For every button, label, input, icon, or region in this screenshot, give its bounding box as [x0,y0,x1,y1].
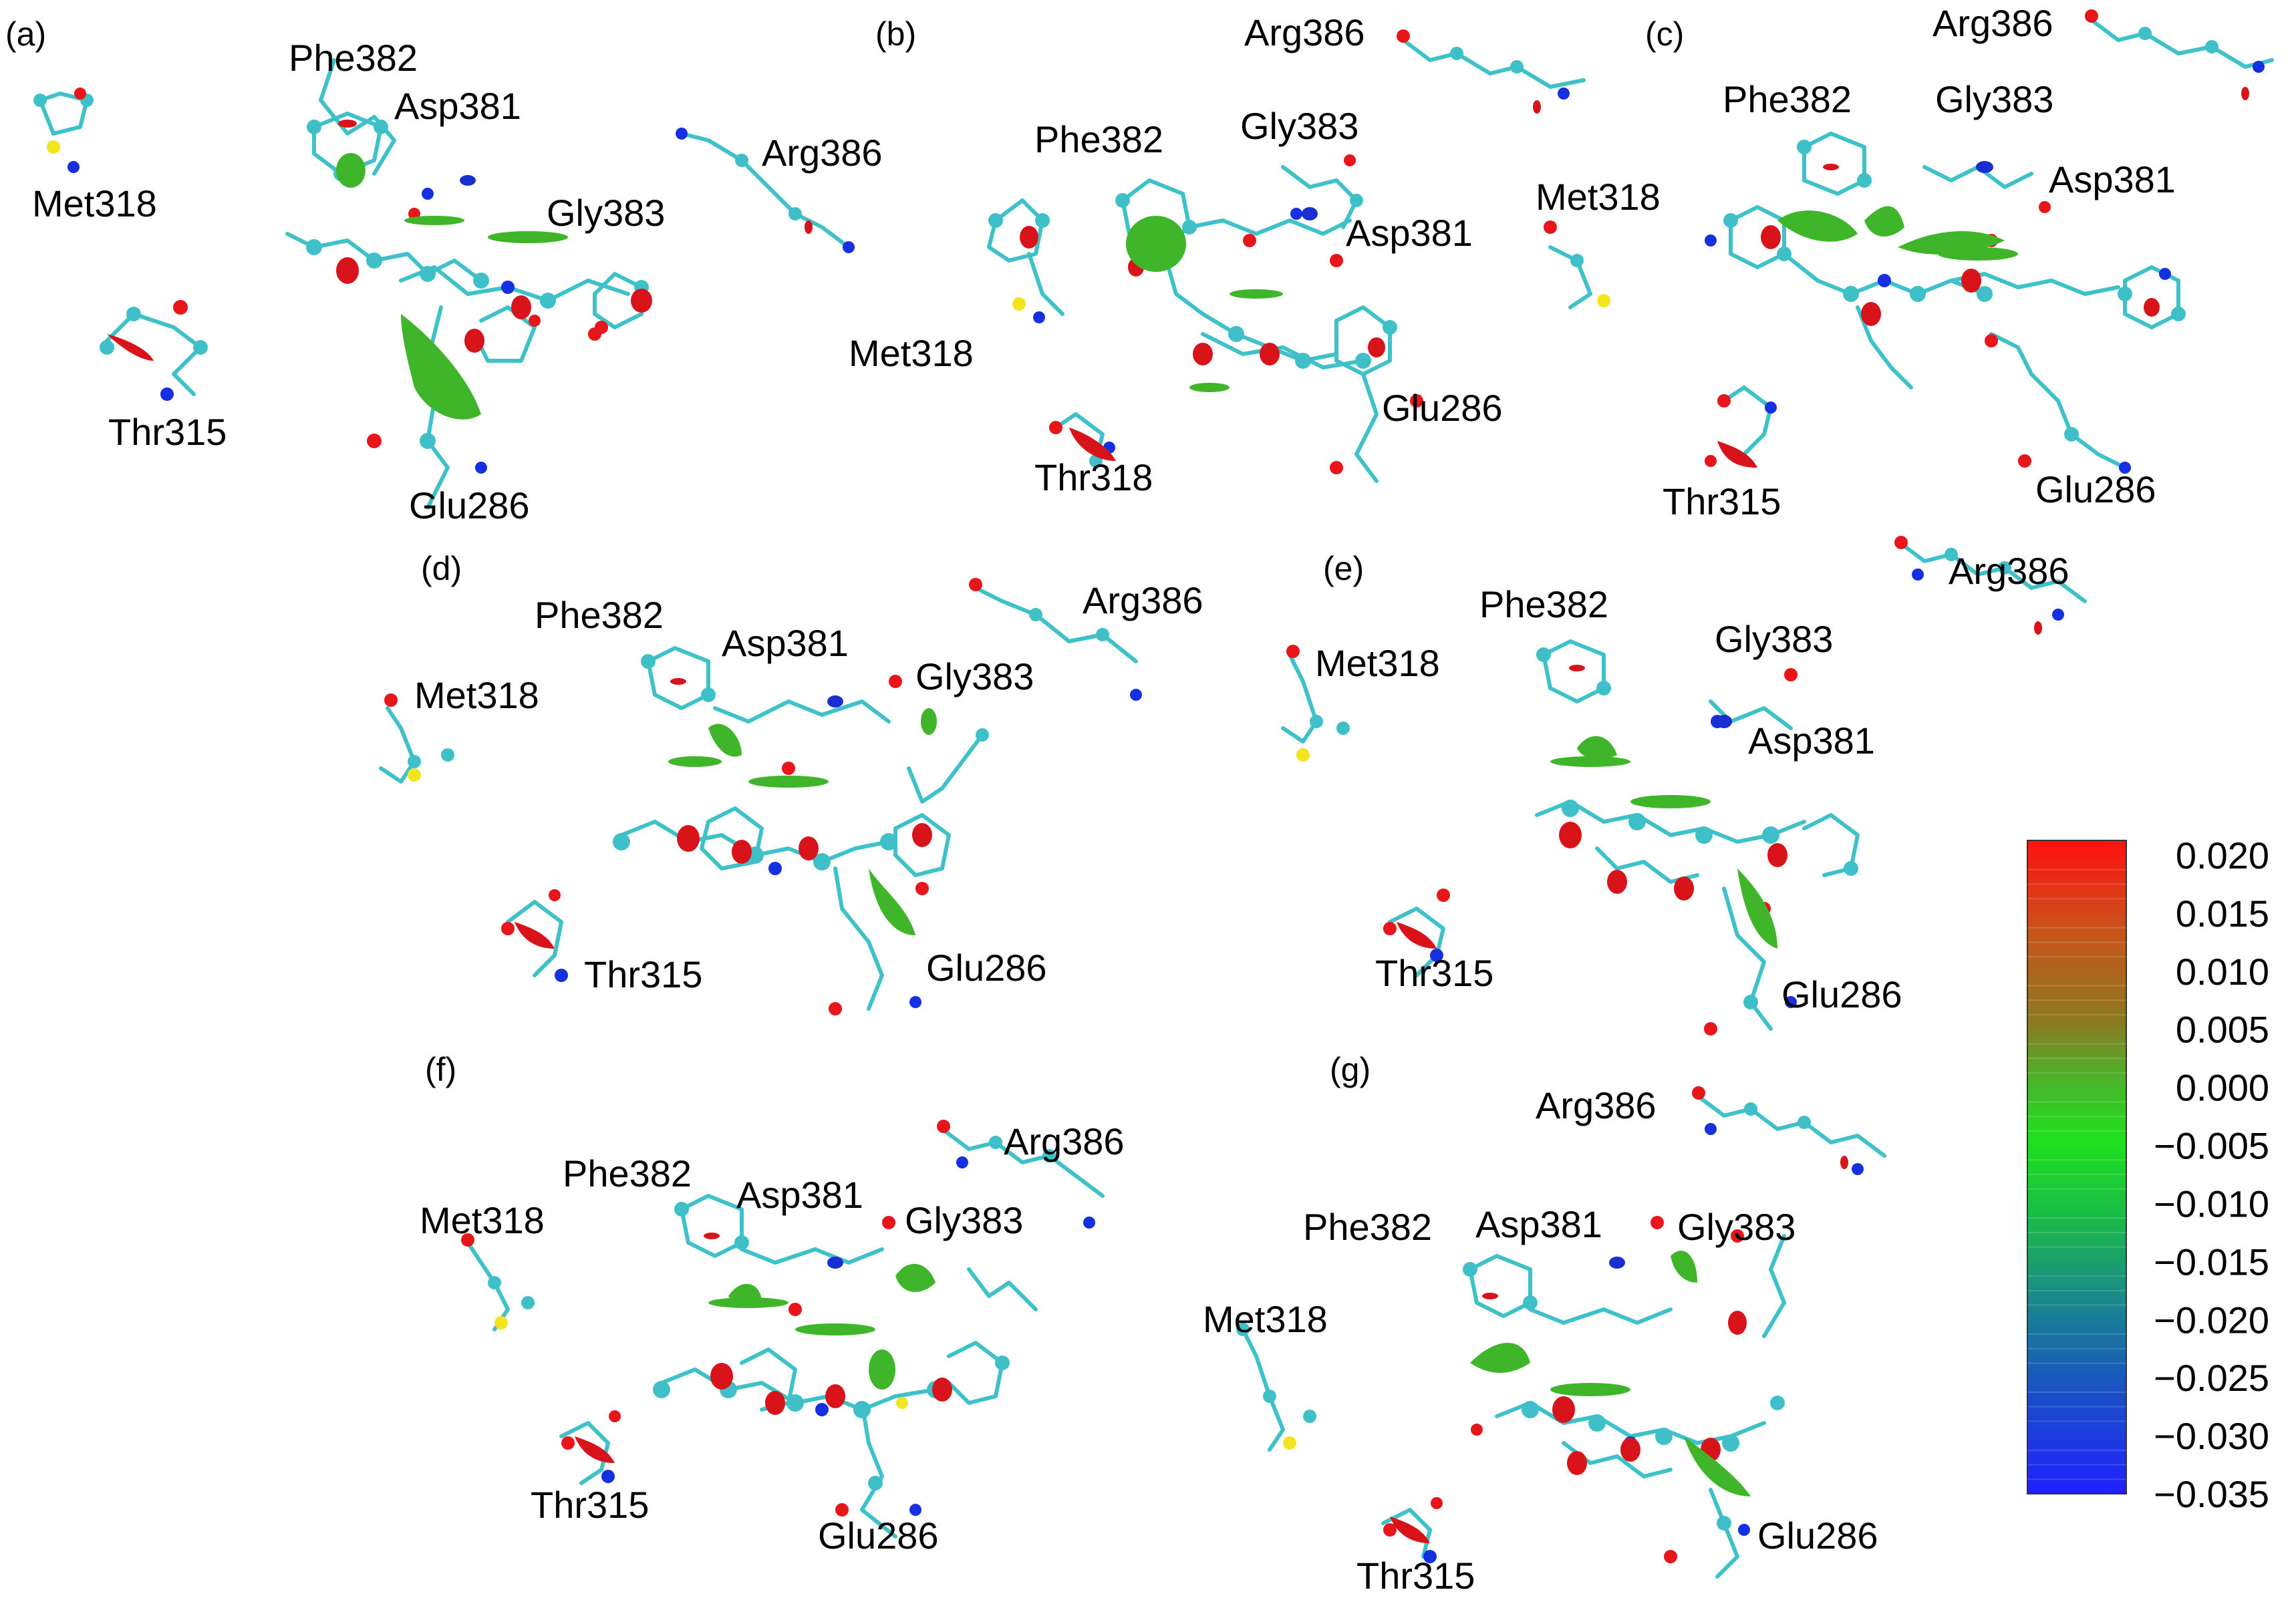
atoms [988,29,1570,474]
panel-tag: (e) [1323,550,1364,587]
residue-label: Thr315 [1663,480,1781,522]
atoms [33,88,855,474]
interaction-surfaces [515,678,937,949]
residue-label: Met318 [32,182,157,224]
colorbar-tick-label: −0.005 [2154,1125,2269,1167]
residue-label: Met318 [414,674,539,716]
residue-label: Arg386 [1004,1120,1125,1162]
colorbar-ticks: 0.020 0.015 0.010 0.005 0.000 −0.005 −0.010 −0.… [2027,834,2269,1515]
residue-label: Glu286 [818,1514,939,1557]
residue-label: Arg386 [1536,1084,1657,1126]
residue-label: Gly383 [547,192,665,234]
colorbar-gradient [2027,840,2127,1494]
residue-label: Gly383 [1677,1206,1796,1248]
colorbar-tick-label: 0.015 [2176,893,2269,935]
residue-label: Phe382 [1303,1206,1432,1248]
residue-label: Phe382 [1479,583,1608,625]
residue-label: Glu286 [1781,973,1902,1015]
residue-label: Glu286 [2035,468,2156,510]
residue-label: Thr315 [108,411,227,453]
residue-label: Arg386 [1932,2,2053,44]
panel-g: (g) [1203,1051,1886,1597]
residue-label: Arg386 [762,132,883,174]
residue-label: Arg386 [1949,550,2069,592]
colorbar-tick-label: −0.020 [2154,1299,2269,1341]
residue-label: Thr315 [584,953,702,995]
panel-d: (d) [379,550,1203,1015]
residue-label: Glu286 [409,484,530,526]
residue-label: Asp381 [1748,720,1875,762]
residue-label: Phe382 [1723,78,1852,120]
residue-label: Thr315 [1356,1555,1475,1597]
atoms [461,1120,1095,1516]
panel-tag: (d) [421,550,462,587]
residue-label: Met318 [1315,642,1440,684]
residue-label: Gly383 [905,1199,1023,1241]
residue-label: Thr315 [1375,952,1493,994]
panel-tag: (a) [5,15,46,53]
colorbar-tick-label: −0.030 [2154,1415,2269,1457]
interaction-surfaces [575,1233,952,1463]
residue-label: Asp381 [736,1174,863,1216]
residue-label: Arg386 [1244,11,1365,53]
colorbar-tick-label: 0.005 [2176,1009,2269,1051]
residue-label: Met318 [1536,176,1661,218]
residue-label: Met318 [1203,1298,1328,1340]
atoms [1544,9,2265,474]
atoms [1286,536,2064,1035]
residue-label: Met318 [849,332,974,374]
residue-label: Asp381 [1346,212,1473,254]
interaction-surfaces [1397,621,2042,949]
residue-label: Arg386 [1083,579,1203,621]
colorbar: 0.020 0.015 0.010 0.005 0.000 −0.005 −0.010 −0.… [2027,834,2269,1515]
panel-tag: (b) [875,15,916,53]
panel-tag: (g) [1330,1051,1371,1088]
colorbar-tick-label: −0.010 [2154,1182,2269,1225]
residue-label: Phe382 [1034,118,1163,160]
residue-label: Phe382 [289,37,418,79]
residue-label: Phe382 [535,594,664,636]
residue-label: Asp381 [722,622,849,664]
panel-e: (e) [1281,536,2087,1035]
residue-label: Asp381 [394,85,521,127]
interaction-surfaces [1717,87,2249,468]
colorbar-tick-label: −0.015 [2154,1241,2269,1283]
colorbar-tick-label: 0.010 [2176,951,2269,993]
molecule-sticks [379,586,1138,1011]
residue-label: Met318 [420,1199,545,1241]
panel-b: (b) [849,11,1586,498]
panel-tag: (f) [425,1051,456,1088]
residue-label: Gly383 [1935,78,2053,120]
colorbar-tick-label: 0.000 [2176,1067,2269,1109]
residue-label: Asp381 [2049,158,2176,200]
residue-label: Asp381 [1475,1203,1602,1245]
colorbar-tick-label: 0.020 [2176,834,2269,876]
panel-f: (f) [420,1051,1125,1557]
interaction-surfaces [1020,100,1541,461]
panel-tag: (c) [1645,15,1684,53]
interaction-surfaces [1390,1156,1848,1543]
residue-label: Thr318 [1034,456,1153,498]
residue-label: Thr315 [531,1484,649,1526]
panel-a: (a) [5,15,883,526]
molecule-sticks [1241,1094,1886,1579]
colorbar-tick-label: −0.035 [2154,1473,2269,1515]
molecule-sticks [987,38,1586,483]
interaction-surfaces [107,120,813,420]
panel-c: (c) [1536,2,2274,522]
residue-label: Gly383 [1715,618,1833,660]
atoms [1236,1086,1864,1563]
residue-label: Glu286 [926,947,1047,989]
residue-label: Glu286 [1757,1514,1878,1557]
residue-label: Gly383 [915,655,1034,697]
colorbar-tick-label: −0.025 [2154,1357,2269,1399]
residue-label: Glu286 [1382,387,1503,429]
residue-label: Gly383 [1240,105,1358,147]
residue-label: Phe382 [563,1152,692,1194]
atoms [384,578,1142,1015]
